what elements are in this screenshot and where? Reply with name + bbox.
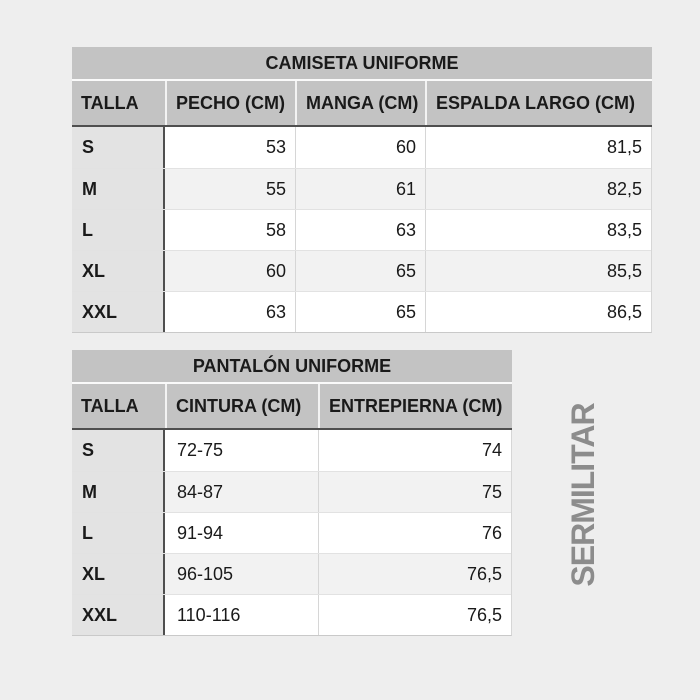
- entrepierna-value: 75: [318, 472, 511, 512]
- entrepierna-value: 76,5: [318, 595, 511, 635]
- size-row-s: S 72-75 74: [72, 430, 511, 471]
- cintura-value: 96-105: [165, 554, 318, 594]
- talla-label: L: [72, 513, 165, 553]
- talla-label: XXL: [72, 595, 165, 635]
- title-divider: [72, 79, 652, 81]
- cintura-value: 84-87: [165, 472, 318, 512]
- size-row-xxl: XXL 63 65 86,5: [72, 291, 651, 332]
- pants-header-row: TALLA CINTURA (CM) ENTREPIERNA (CM): [72, 384, 512, 430]
- shirt-table-body: S 53 60 81,5 M 55 61 82,5 L 58 63 83,5 X…: [72, 127, 652, 333]
- column-header-cintura: CINTURA (CM): [165, 384, 318, 428]
- table-title-pants: PANTALÓN UNIFORME: [72, 350, 512, 382]
- entrepierna-value: 74: [318, 430, 511, 471]
- cintura-value: 72-75: [165, 430, 318, 471]
- espalda-value: 81,5: [425, 127, 651, 168]
- column-header-talla: TALLA: [81, 395, 139, 416]
- size-row-m: M 55 61 82,5: [72, 168, 651, 209]
- size-row-l: L 91-94 76: [72, 512, 511, 553]
- talla-label: XL: [72, 251, 165, 291]
- talla-label: M: [72, 472, 165, 512]
- pecho-value: 60: [165, 251, 295, 291]
- pecho-value: 55: [165, 169, 295, 209]
- pecho-value: 53: [165, 127, 295, 168]
- size-table-pants: PANTALÓN UNIFORME TALLA CINTURA (CM) ENT…: [72, 350, 512, 636]
- talla-label: M: [72, 169, 165, 209]
- talla-label: S: [72, 430, 165, 471]
- talla-label: L: [72, 210, 165, 250]
- size-row-s: S 53 60 81,5: [72, 127, 651, 168]
- column-header-entrepierna: ENTREPIERNA (CM): [318, 384, 512, 428]
- cintura-value: 91-94: [165, 513, 318, 553]
- brand-watermark: SERMILITAR: [564, 403, 601, 587]
- espalda-value: 85,5: [425, 251, 651, 291]
- manga-value: 65: [295, 292, 425, 332]
- espalda-value: 83,5: [425, 210, 651, 250]
- espalda-value: 86,5: [425, 292, 651, 332]
- manga-value: 65: [295, 251, 425, 291]
- shirt-header-row: TALLA PECHO (CM) MANGA (CM) ESPALDA LARG…: [72, 81, 652, 127]
- size-row-xl: XL 96-105 76,5: [72, 553, 511, 594]
- pecho-value: 58: [165, 210, 295, 250]
- espalda-value: 82,5: [425, 169, 651, 209]
- column-header-manga: MANGA (CM): [295, 81, 425, 125]
- pants-table-body: S 72-75 74 M 84-87 75 L 91-94 76 XL 96-1…: [72, 430, 512, 636]
- talla-label: XL: [72, 554, 165, 594]
- cintura-value: 110-116: [165, 595, 318, 635]
- entrepierna-value: 76,5: [318, 554, 511, 594]
- manga-value: 63: [295, 210, 425, 250]
- size-row-m: M 84-87 75: [72, 471, 511, 512]
- size-row-xxl: XXL 110-116 76,5: [72, 594, 511, 635]
- manga-value: 61: [295, 169, 425, 209]
- table-title-shirt: CAMISETA UNIFORME: [72, 47, 652, 79]
- talla-label: XXL: [72, 292, 165, 332]
- size-row-xl: XL 60 65 85,5: [72, 250, 651, 291]
- entrepierna-value: 76: [318, 513, 511, 553]
- size-table-shirt: CAMISETA UNIFORME TALLA PECHO (CM) MANGA…: [72, 47, 652, 333]
- column-header-pecho: PECHO (CM): [165, 81, 295, 125]
- title-divider: [72, 382, 512, 384]
- column-header-talla: TALLA: [81, 92, 139, 113]
- column-header-espalda: ESPALDA LARGO (CM): [425, 81, 652, 125]
- manga-value: 60: [295, 127, 425, 168]
- pecho-value: 63: [165, 292, 295, 332]
- talla-label: S: [72, 127, 165, 168]
- size-row-l: L 58 63 83,5: [72, 209, 651, 250]
